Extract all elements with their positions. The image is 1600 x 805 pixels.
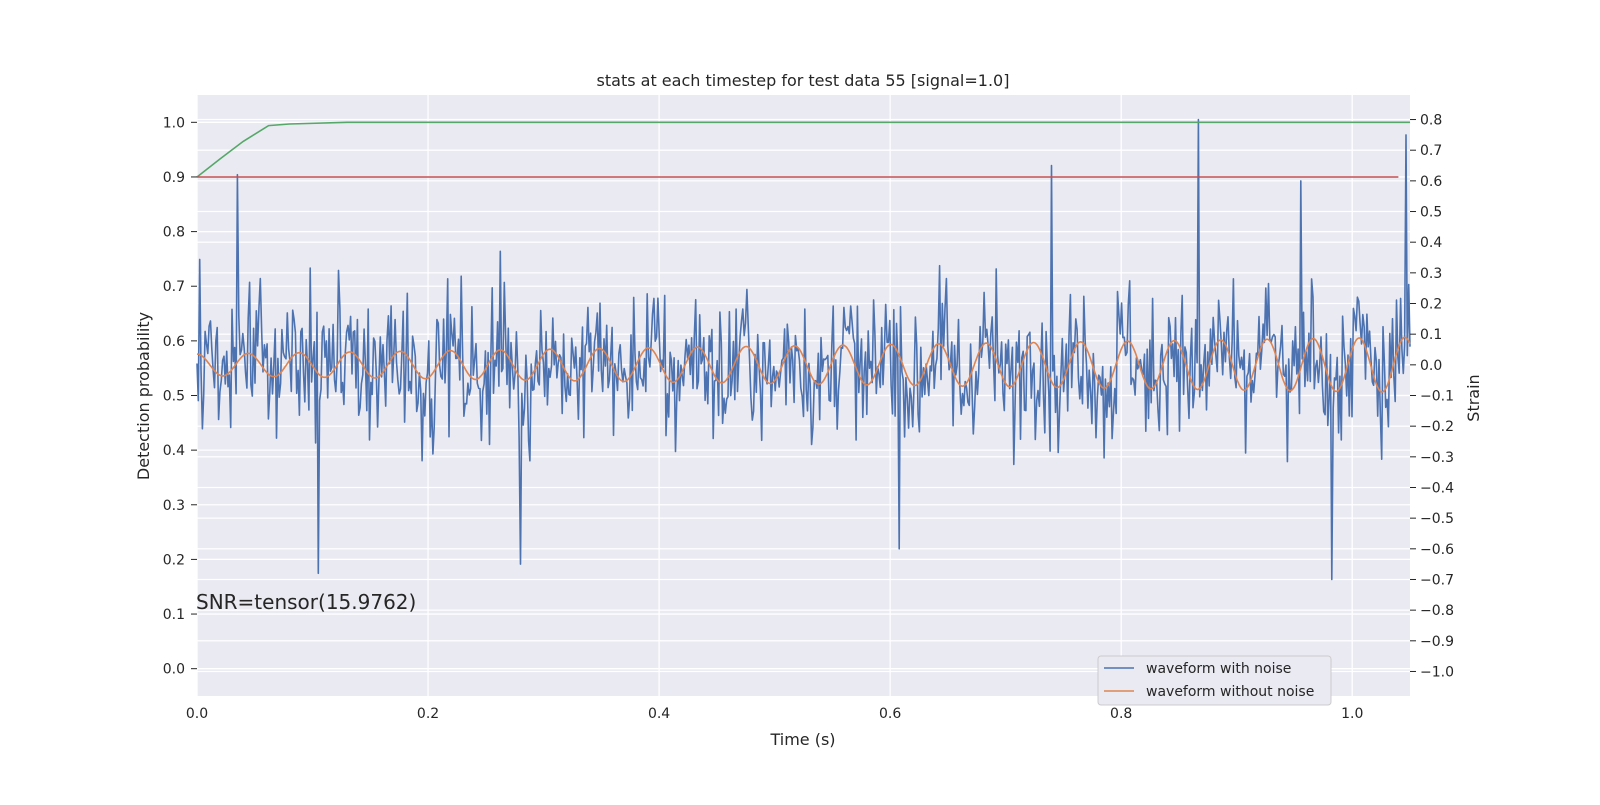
y-tick-label-right: −0.2 [1420,419,1454,435]
y-tick-label-left: 0.6 [163,334,185,350]
y-axis-label-right: Strain [1464,374,1483,421]
y-tick-label-left: 0.5 [163,389,185,405]
y-tick-label-right: 0.2 [1420,297,1442,313]
y-tick-label-right: 0.3 [1420,266,1442,282]
y-tick-label-left: 0.1 [163,607,185,623]
y-tick-label-right: −0.6 [1420,542,1454,558]
x-tick-label: 0.4 [648,706,670,722]
y-tick-label-right: 0.4 [1420,235,1442,251]
y-tick-label-left: 0.8 [163,225,185,241]
y-tick-label-left: 0.4 [163,443,185,459]
series-waveform-without-noise [196,336,1411,393]
legend-label-with-noise: waveform with noise [1146,661,1291,677]
y-tick-label-right: −0.4 [1420,480,1454,496]
y-tick-label-left: 0.9 [163,170,185,186]
y-tick-label-left: 1.0 [163,115,185,131]
x-tick-label: 0.6 [879,706,901,722]
snr-annotation: SNR=tensor(15.9762) [196,590,416,614]
x-tick-label: 1.0 [1341,706,1363,722]
y-tick-label-right: −0.5 [1420,511,1454,527]
y-axis-label-left: Detection probability [134,312,153,480]
y-tick-label-right: −0.3 [1420,450,1454,466]
y-tick-label-right: −0.7 [1420,572,1454,588]
y-tick-label-right: 0.8 [1420,113,1442,129]
y-tick-label-right: 0.1 [1420,327,1442,343]
y-tick-label-left: 0.0 [163,662,185,678]
grid-layer [196,95,1410,696]
y-tick-label-right: −0.9 [1420,634,1454,650]
y-tick-label-right: 0.5 [1420,205,1442,221]
x-axis-label: Time (s) [769,730,835,749]
legend-label-without-noise: waveform without noise [1146,684,1314,700]
y-tick-label-right: 0.0 [1420,358,1442,374]
y-tick-label-left: 0.3 [163,498,185,514]
x-tick-label: 0.2 [417,706,439,722]
series-layer [196,118,1411,581]
y-tick-label-left: 0.2 [163,552,185,568]
axis-layer: 0.0 0.2 0.4 0.6 0.8 1.0 0.0 0.1 0.2 0.3 0.4 0.5 0.6 0… [163,113,1454,722]
y-tick-label-left: 0.7 [163,279,185,295]
x-tick-label: 0.0 [186,706,208,722]
y-tick-label-right: −0.1 [1420,389,1454,405]
y-tick-label-right: −0.8 [1420,603,1454,619]
y-tick-label-right: −1.0 [1420,664,1454,680]
series-waveform-with-noise [196,118,1411,581]
legend: waveform with noise waveform without noi… [1097,655,1332,706]
y-tick-label-right: 0.7 [1420,143,1442,159]
chart-title: stats at each timestep for test data 55 … [597,71,1010,90]
y-tick-label-right: 0.6 [1420,174,1442,190]
legend-box [1097,655,1332,706]
x-tick-label: 0.8 [1110,706,1132,722]
series-detection-probability [196,121,1410,178]
